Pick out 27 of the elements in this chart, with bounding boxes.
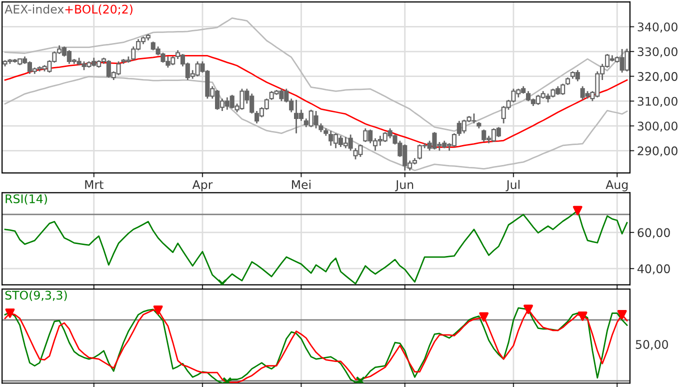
chart-title: STO(9,3,3)	[5, 290, 67, 302]
y-tick-label: 40,00	[637, 264, 670, 274]
x-tick-label: Jul	[506, 180, 520, 192]
x-tick-label: Apr	[192, 180, 213, 192]
x-tick-label: Mei	[292, 180, 310, 190]
point	[578, 311, 588, 321]
x-tick-label: Aug	[606, 180, 628, 192]
point	[617, 310, 627, 320]
point	[5, 308, 15, 318]
point	[153, 305, 163, 315]
y-tick-label: 330,00	[638, 47, 678, 58]
chart-title: AEX-index	[4, 4, 64, 14]
chart-subtitle: +BOL(20;2)	[65, 4, 132, 16]
x-tick-label: Mrt	[85, 180, 104, 189]
point	[524, 304, 533, 314]
point	[479, 312, 489, 322]
text: 50,00	[636, 340, 668, 350]
y-tick-label: 340,00	[638, 22, 678, 33]
point	[222, 376, 232, 384]
y-tick-label: 320,00	[638, 72, 678, 82]
point	[356, 376, 366, 384]
y-tick-label: 290,00	[638, 146, 678, 157]
chart-title: RSI(14)	[6, 194, 47, 205]
y-tick-label: 60,00	[638, 228, 670, 238]
x-tick-label: Jun	[395, 180, 414, 192]
y-tick-label: 300,00	[638, 122, 678, 132]
y-tick-label: 310,00	[638, 96, 678, 107]
